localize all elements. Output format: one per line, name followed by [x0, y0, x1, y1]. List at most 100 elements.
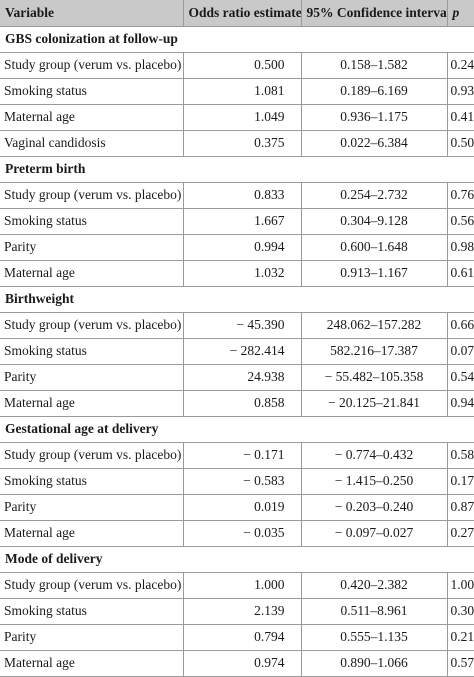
section-title: Preterm birth [0, 156, 474, 183]
table-row: Smoking status − 282.414 582.216–17.387 0.0… [0, 338, 474, 365]
confidence-interval-cell: − 20.125–21.841 [301, 390, 448, 417]
confidence-interval-cell: 0.913–1.167 [301, 260, 448, 287]
p-value-cell: 0.87 [447, 494, 474, 521]
table-row: Parity 0.994 0.600–1.648 0.98 [0, 234, 474, 261]
header-confidence-interval: 95% Confidence interval [301, 0, 448, 27]
confidence-interval-cell: 0.936–1.175 [301, 104, 448, 131]
odds-ratio-cell: 1.667 [183, 208, 302, 235]
p-value-cell: 0.17 [447, 468, 474, 495]
p-value-cell: 0.76 [447, 182, 474, 209]
confidence-interval-cell: 0.890–1.066 [301, 650, 448, 677]
header-odds-ratio: Odds ratio estimate [183, 0, 302, 27]
confidence-interval-cell: 0.600–1.648 [301, 234, 448, 261]
odds-ratio-cell: − 0.583 [183, 468, 302, 495]
table-body: GBS colonization at follow-up Study group… [0, 26, 474, 677]
odds-ratio-cell: 0.794 [183, 624, 302, 651]
odds-ratio-cell: − 45.390 [183, 312, 302, 339]
confidence-interval-cell: − 55.482–105.358 [301, 364, 448, 391]
odds-ratio-cell: 1.049 [183, 104, 302, 131]
table-row: Study group (verum vs. placebo) − 45.390 2… [0, 312, 474, 339]
variable-cell: Parity [0, 494, 184, 521]
section-title: Birthweight [0, 286, 474, 313]
confidence-interval-cell: 248.062–157.282 [301, 312, 448, 339]
table-row: Maternal age − 0.035− 0.097–0.027 0.27 [0, 520, 474, 547]
variable-cell: Study group (verum vs. placebo) [0, 182, 184, 209]
table-row: Study group (verum vs. placebo) 0.833 0.25… [0, 182, 474, 209]
variable-cell: Smoking status [0, 598, 184, 625]
odds-ratio-cell: 0.019 [183, 494, 302, 521]
section-header-row: Preterm birth [0, 156, 474, 183]
variable-cell: Smoking status [0, 208, 184, 235]
p-value-cell: 0.94 [447, 390, 474, 417]
odds-ratio-cell: − 282.414 [183, 338, 302, 365]
variable-cell: Maternal age [0, 104, 184, 131]
p-value-cell: 0.27 [447, 520, 474, 547]
header-p-value: p [447, 0, 474, 27]
variable-cell: Parity [0, 364, 184, 391]
confidence-interval-cell: 0.511–8.961 [301, 598, 448, 625]
p-value-cell: 0.21 [447, 624, 474, 651]
p-value-cell: 0.24 [447, 52, 474, 79]
confidence-interval-cell: − 0.203–0.240 [301, 494, 448, 521]
table-row: Maternal age 0.974 0.890–1.066 0.57 [0, 650, 474, 677]
section-title: GBS colonization at follow-up [0, 26, 474, 53]
confidence-interval-cell: 0.158–1.582 [301, 52, 448, 79]
p-value-cell: 0.61 [447, 260, 474, 287]
odds-ratio-cell: 2.139 [183, 598, 302, 625]
table-row: Smoking status 2.139 0.511–8.961 0.30 [0, 598, 474, 625]
odds-ratio-cell: − 0.035 [183, 520, 302, 547]
p-value-cell: 0.57 [447, 650, 474, 677]
table-row: Smoking status 1.081 0.189–6.169 0.93 [0, 78, 474, 105]
odds-ratio-cell: 0.500 [183, 52, 302, 79]
variable-cell: Parity [0, 624, 184, 651]
table-row: Parity 0.019− 0.203–0.240 0.87 [0, 494, 474, 521]
variable-cell: Smoking status [0, 468, 184, 495]
section-header-row: GBS colonization at follow-up [0, 26, 474, 53]
variable-cell: Maternal age [0, 260, 184, 287]
table-row: Parity 24.938− 55.482–105.358 0.54 [0, 364, 474, 391]
table-row: Smoking status − 0.583− 1.415–0.250 0.17 [0, 468, 474, 495]
table-row: Maternal age 1.049 0.936–1.175 0.41 [0, 104, 474, 131]
p-value-cell: 0.54 [447, 364, 474, 391]
p-value-cell: 0.50 [447, 130, 474, 157]
section-header-row: Gestational age at delivery [0, 416, 474, 443]
confidence-interval-cell: 0.189–6.169 [301, 78, 448, 105]
variable-cell: Parity [0, 234, 184, 261]
p-value-cell: 0.07 [447, 338, 474, 365]
variable-cell: Study group (verum vs. placebo) [0, 442, 184, 469]
confidence-interval-cell: 0.555–1.135 [301, 624, 448, 651]
variable-cell: Study group (verum vs. placebo) [0, 52, 184, 79]
variable-cell: Smoking status [0, 78, 184, 105]
confidence-interval-cell: 0.420–2.382 [301, 572, 448, 599]
odds-ratio-cell: 0.833 [183, 182, 302, 209]
table-row: Vaginal candidosis 0.375 0.022–6.384 0.50 [0, 130, 474, 157]
header-variable: Variable [0, 0, 184, 27]
confidence-interval-cell: − 1.415–0.250 [301, 468, 448, 495]
odds-ratio-cell: 1.081 [183, 78, 302, 105]
confidence-interval-cell: − 0.097–0.027 [301, 520, 448, 547]
p-value-cell: 1.00 [447, 572, 474, 599]
table-row: Study group (verum vs. placebo) 1.000 0.42… [0, 572, 474, 599]
odds-ratio-cell: 24.938 [183, 364, 302, 391]
odds-ratio-cell: 0.375 [183, 130, 302, 157]
section-header-row: Birthweight [0, 286, 474, 313]
table-row: Study group (verum vs. placebo) − 0.171− … [0, 442, 474, 469]
confidence-interval-cell: − 0.774–0.432 [301, 442, 448, 469]
p-value-cell: 0.58 [447, 442, 474, 469]
table-row: Study group (verum vs. placebo) 0.500 0.15… [0, 52, 474, 79]
section-title: Gestational age at delivery [0, 416, 474, 443]
table-row: Parity 0.794 0.555–1.135 0.21 [0, 624, 474, 651]
confidence-interval-cell: 0.022–6.384 [301, 130, 448, 157]
odds-ratio-cell: 1.032 [183, 260, 302, 287]
variable-cell: Smoking status [0, 338, 184, 365]
variable-cell: Maternal age [0, 390, 184, 417]
section-header-row: Mode of delivery [0, 546, 474, 573]
odds-ratio-cell: 1.000 [183, 572, 302, 599]
odds-ratio-cell: 0.974 [183, 650, 302, 677]
p-value-cell: 0.56 [447, 208, 474, 235]
variable-cell: Vaginal candidosis [0, 130, 184, 157]
p-value-cell: 0.66 [447, 312, 474, 339]
variable-cell: Study group (verum vs. placebo) [0, 572, 184, 599]
odds-ratio-cell: 0.994 [183, 234, 302, 261]
